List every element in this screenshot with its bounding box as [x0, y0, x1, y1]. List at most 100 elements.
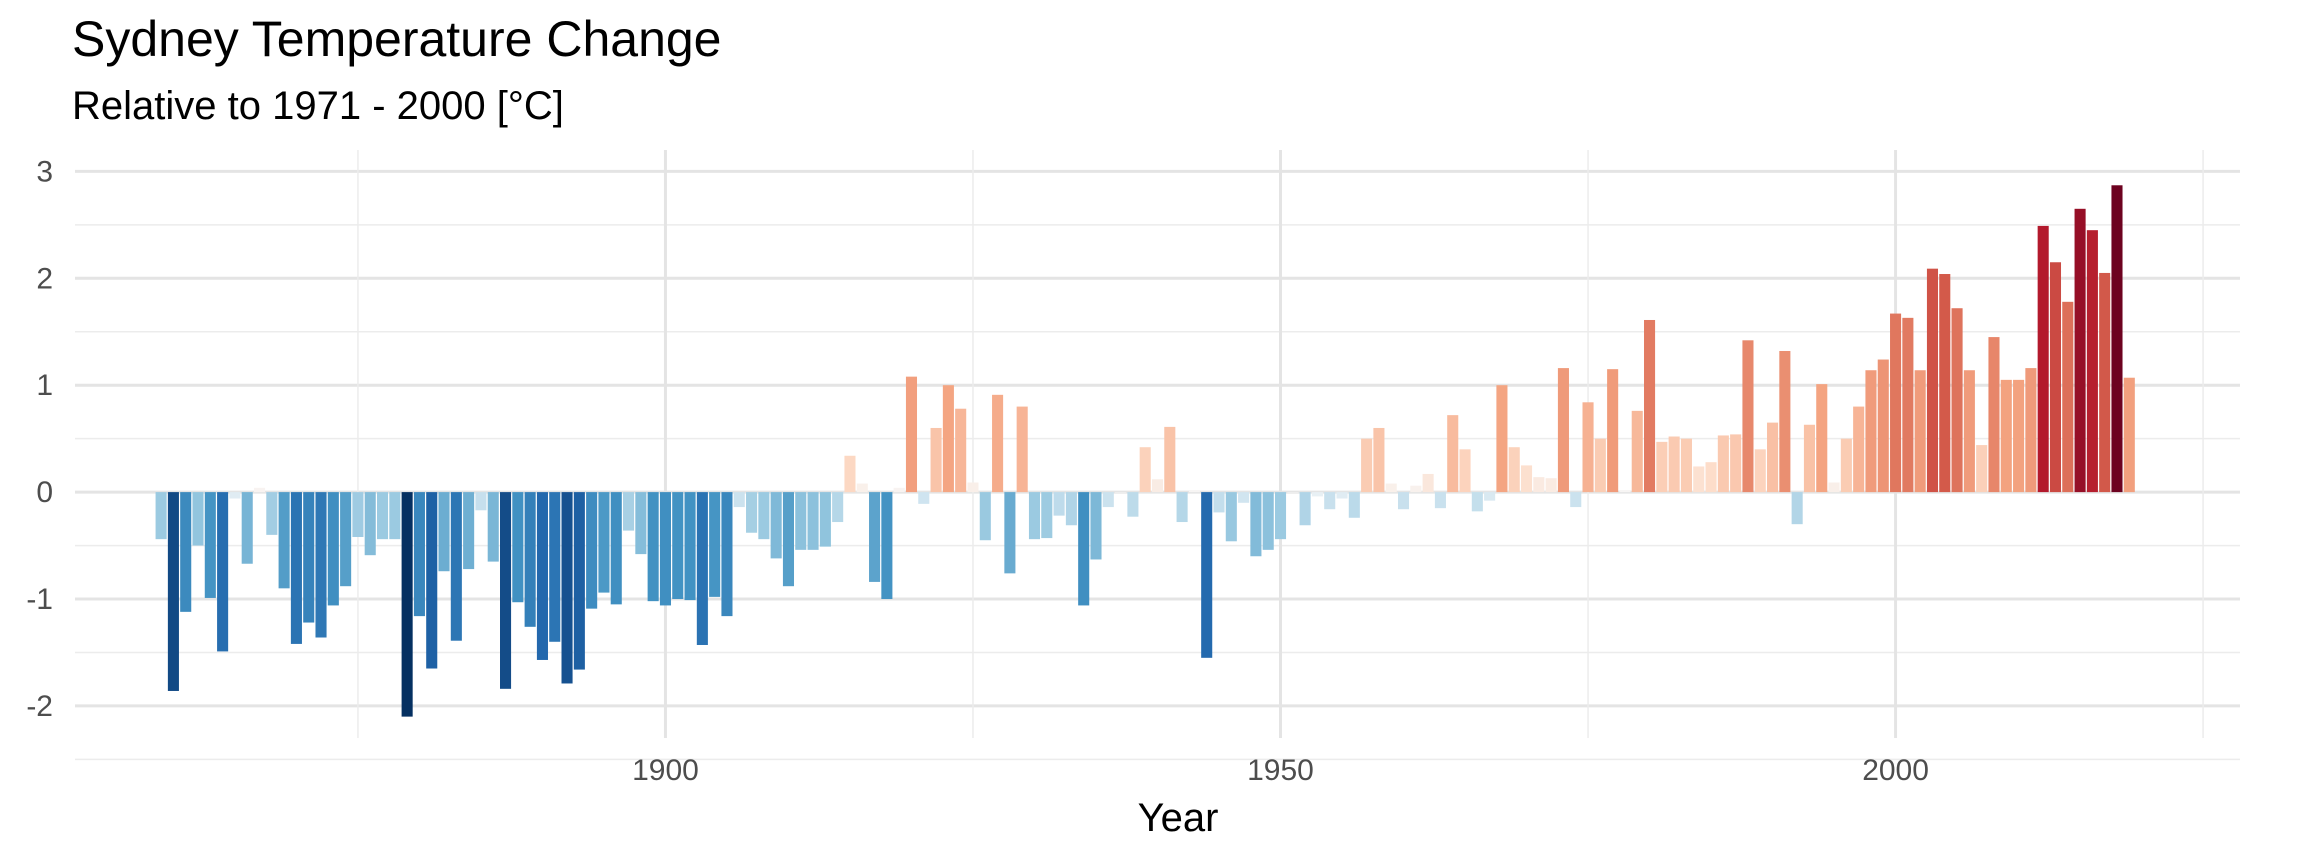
bar: [955, 408, 967, 493]
bar: [807, 492, 819, 550]
bar: [2049, 262, 2062, 493]
bar: [1127, 492, 1139, 517]
bar: [1594, 438, 1606, 493]
bar: [598, 492, 610, 593]
bar: [1373, 427, 1385, 493]
bar: [1877, 359, 1889, 493]
bar: [278, 492, 290, 589]
bar: [155, 492, 167, 540]
bar: [1545, 478, 1557, 493]
bar: [1115, 492, 1127, 493]
bar: [438, 492, 450, 572]
bar: [672, 492, 684, 600]
bar: [241, 492, 253, 564]
y-tick-label: -2: [26, 690, 53, 723]
bar: [500, 492, 512, 689]
chart-title: Sydney Temperature Change: [72, 11, 722, 67]
y-tick-label: 0: [36, 476, 53, 509]
bar: [1361, 438, 1373, 493]
bar: [659, 492, 671, 606]
bar: [1939, 274, 1951, 493]
bar: [266, 492, 278, 535]
bar: [709, 492, 721, 597]
y-tick-label: 2: [36, 262, 53, 295]
bar: [733, 492, 745, 508]
y-tick-label: 1: [36, 369, 53, 402]
bar: [1004, 492, 1016, 574]
bar: [401, 492, 413, 717]
bar: [844, 455, 856, 493]
bar: [426, 492, 438, 669]
bar: [1816, 384, 1828, 493]
bar: [856, 483, 868, 493]
bar: [647, 492, 659, 602]
bar: [290, 492, 302, 644]
bar-series: [155, 185, 2135, 717]
bar: [1225, 492, 1237, 542]
bar: [229, 492, 241, 499]
bar: [782, 492, 795, 587]
bar: [1644, 319, 1656, 493]
bar: [512, 492, 524, 603]
bar: [869, 492, 881, 582]
bar: [1902, 317, 1914, 493]
bar: [389, 492, 401, 540]
bar: [1090, 492, 1102, 560]
bar: [1976, 445, 1988, 493]
bar: [992, 394, 1004, 493]
bar: [1828, 482, 1840, 493]
bar: [930, 427, 942, 493]
bar: [758, 492, 770, 540]
bar: [524, 492, 536, 627]
bar: [1385, 483, 1397, 493]
bar: [1557, 368, 1569, 493]
bar: [1250, 492, 1262, 557]
bar: [1582, 402, 1594, 493]
bar: [918, 492, 930, 504]
bar: [167, 492, 179, 691]
bar: [1287, 492, 1299, 493]
bar: [1705, 462, 1717, 493]
bar: [327, 492, 339, 606]
bar: [770, 492, 782, 559]
bar: [1963, 370, 1975, 493]
bar: [1791, 492, 1803, 525]
bar: [1028, 492, 1041, 540]
bar: [1164, 426, 1176, 493]
bar: [832, 492, 844, 523]
bar: [610, 492, 622, 605]
bar: [684, 492, 696, 601]
bar: [1151, 479, 1164, 493]
bar: [979, 492, 991, 541]
bar: [1274, 492, 1287, 540]
bar: [2099, 272, 2111, 493]
bar: [573, 492, 585, 670]
bar: [2025, 368, 2037, 493]
bar: [2074, 208, 2086, 493]
bar: [1496, 385, 1508, 493]
bar: [2123, 377, 2135, 493]
bar: [1742, 340, 1754, 493]
bar: [967, 482, 979, 493]
bar: [1668, 436, 1680, 493]
bar: [1730, 434, 1742, 493]
y-tick-label: -1: [26, 583, 53, 616]
bar: [1619, 489, 1631, 493]
bar: [2013, 379, 2025, 493]
bar: [463, 492, 475, 570]
bar: [1434, 492, 1446, 509]
bar: [1041, 492, 1053, 539]
bar: [561, 492, 573, 684]
bar: [1951, 308, 1963, 493]
bar: [1865, 370, 1877, 493]
bar: [364, 492, 376, 556]
bar: [1065, 492, 1077, 526]
bar: [1853, 406, 1865, 493]
bar: [1410, 485, 1422, 493]
bar: [1324, 492, 1336, 510]
bar: [217, 492, 229, 652]
chart-subtitle: Relative to 1971 - 2000 [°C]: [72, 84, 564, 128]
bar: [303, 492, 315, 623]
bar: [1397, 492, 1410, 510]
